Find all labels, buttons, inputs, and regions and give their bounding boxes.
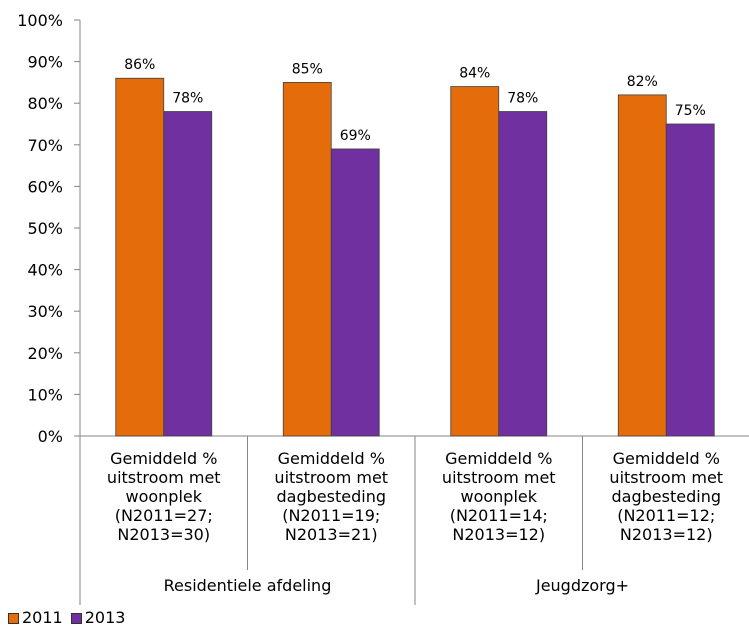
y-tick-label: 60% [27, 177, 63, 196]
category-label: (N2011=14; [450, 506, 548, 525]
y-tick-label: 30% [27, 302, 63, 321]
y-tick-label: 90% [27, 53, 63, 72]
bar-chart: 0% 10% 20% 30% 40% 50% 60% 70% 80% 90% 100% 86% 78% G… [17, 11, 749, 605]
bar-2011 [450, 86, 500, 437]
y-tick-label: 80% [27, 94, 63, 113]
legend-item-2013: 2013 [70, 608, 126, 627]
legend-item-2011: 2011 [8, 609, 63, 627]
bar-2011 [115, 77, 165, 437]
legend-label-2013: 2013 [84, 608, 126, 627]
category-label: N2013=12) [620, 525, 713, 544]
data-label-2011: 86% [124, 57, 155, 73]
data-label-2011: 84% [459, 66, 490, 82]
data-label-2011: 85% [292, 61, 323, 77]
category-label: dagbesteding [612, 487, 721, 506]
bar-2011 [617, 94, 667, 437]
bar-2013 [330, 148, 380, 437]
category-label: (N2011=12; [617, 506, 715, 525]
group-label: Residentiele afdeling [164, 576, 332, 595]
category-label: woonplek [460, 487, 537, 506]
category-label: (N2011=19; [282, 506, 380, 525]
y-tick-label: 20% [27, 344, 63, 363]
category-label: (N2011=27; [115, 506, 213, 525]
legend-swatch-2013 [70, 612, 82, 624]
y-tick-label: 70% [27, 136, 63, 155]
legend-label-2011: 2011 [22, 608, 63, 627]
data-label-2013: 69% [340, 128, 371, 144]
data-label-2013: 78% [507, 91, 538, 107]
y-tick-label: 40% [27, 261, 63, 280]
category-label: Gemiddeld % [445, 449, 552, 468]
category-label: Gemiddeld % [110, 449, 217, 468]
category-label: N2013=21) [285, 525, 378, 544]
category-label: uitstroom met [274, 468, 388, 487]
category-label: Gemiddeld % [613, 449, 720, 468]
group-label: Jeugdzorg+ [535, 576, 629, 595]
category-label: uitstroom met [107, 468, 221, 487]
category-label: uitstroom met [609, 468, 723, 487]
data-label-2011: 82% [627, 74, 658, 90]
bar-2013 [498, 111, 548, 437]
bar-2013 [163, 111, 213, 437]
bar-2013 [665, 123, 715, 437]
category-label: Gemiddeld % [278, 449, 385, 468]
data-label-2013: 75% [675, 103, 706, 119]
legend: 2011 2013 [8, 609, 133, 627]
data-label-2013: 78% [172, 91, 203, 107]
category-label: N2013=30) [117, 525, 210, 544]
category-label: N2013=12) [452, 525, 545, 544]
y-tick-label: 100% [17, 11, 63, 30]
y-tick-label: 0% [38, 427, 63, 446]
bar-2011 [282, 82, 332, 437]
y-tick-label: 10% [27, 385, 63, 404]
category-label: uitstroom met [442, 468, 556, 487]
y-tick-label: 50% [27, 219, 63, 238]
category-label: dagbesteding [277, 487, 386, 506]
category-label: woonplek [125, 487, 202, 506]
legend-swatch-2011 [8, 612, 19, 624]
